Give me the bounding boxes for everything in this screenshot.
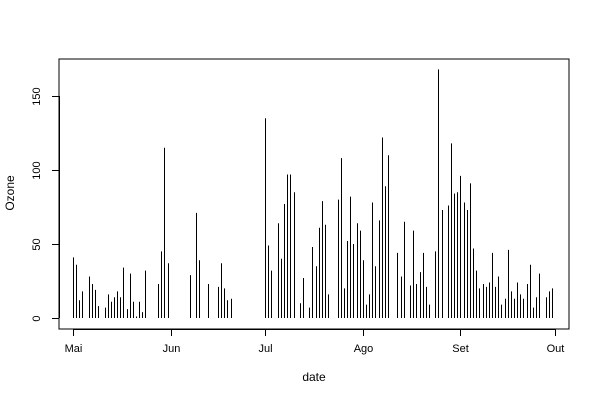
y-axis: 0 50 100 150 [31, 87, 60, 322]
x-tick-label-Out: Out [547, 343, 565, 355]
x-axis-title: date [302, 370, 326, 384]
x-tick-label-Jul: Jul [258, 343, 272, 355]
x-axis: Mai Jun Jul Ago Set Out [65, 329, 565, 355]
ozone-bars [73, 69, 553, 318]
x-tick-label-Mai: Mai [65, 343, 83, 355]
y-tick-label-150: 150 [31, 87, 43, 105]
y-tick-label-0: 0 [31, 315, 43, 321]
y-axis-title: Ozone [3, 175, 17, 211]
x-tick-label-Ago: Ago [354, 343, 374, 355]
x-tick-label-Set: Set [452, 343, 469, 355]
y-tick-label-50: 50 [31, 238, 43, 250]
x-tick-label-Jun: Jun [163, 343, 181, 355]
y-tick-label-100: 100 [31, 161, 43, 179]
